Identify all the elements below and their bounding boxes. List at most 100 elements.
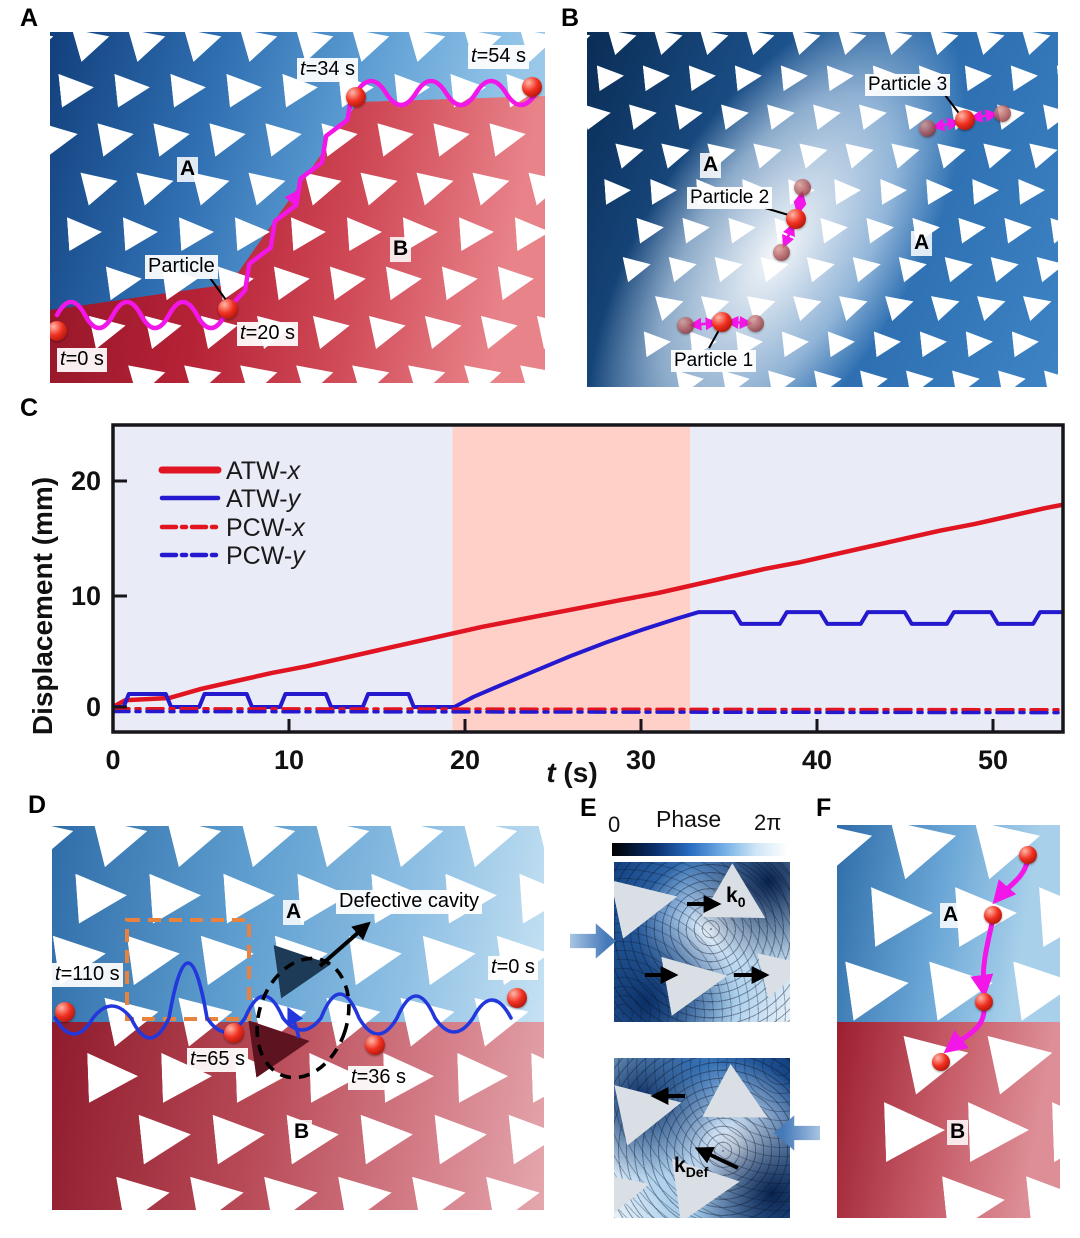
lattice-triangle	[330, 262, 368, 300]
lattice-triangle	[1043, 100, 1058, 130]
time-label-t36: t=36 s	[348, 1066, 410, 1090]
lattice-triangle	[201, 929, 257, 985]
lattice-triangle	[291, 215, 327, 251]
lattice-triangle	[767, 100, 797, 130]
svg-text:50: 50	[978, 745, 1008, 775]
lattice-triangle	[1011, 63, 1040, 92]
lattice-triangle	[1026, 1170, 1060, 1218]
particle-1-label: Particle 1	[671, 350, 757, 373]
lattice-triangle	[650, 177, 678, 205]
lattice-triangle	[450, 70, 487, 107]
lattice-triangle	[884, 1100, 946, 1162]
particle-marker	[218, 299, 238, 319]
particle-ghost-marker	[773, 244, 790, 261]
lattice-triangle	[715, 252, 746, 283]
lattice-triangle	[623, 252, 654, 283]
lattice-triangle	[509, 1110, 544, 1165]
phase-colorbar	[612, 843, 788, 856]
time-label-t65: t=65 s	[187, 1048, 249, 1072]
lattice-triangle	[241, 826, 302, 867]
lattice-triangle	[145, 309, 185, 349]
particle-1-marker	[712, 312, 732, 332]
lattice-triangle	[608, 32, 640, 55]
lattice-triangle	[352, 32, 394, 62]
lattice-triangle	[654, 32, 686, 55]
lattice-triangle	[240, 356, 282, 383]
lattice-triangle	[728, 214, 757, 243]
series-PCW-x	[113, 706, 1063, 712]
lattice-triangle	[1029, 137, 1058, 169]
lattice-triangle	[416, 164, 457, 205]
lattice-triangle	[942, 1170, 1008, 1218]
lattice-triangle	[481, 309, 521, 349]
lattice-triangle	[972, 177, 1000, 205]
legend-label: PCW-x	[226, 514, 306, 542]
lattice-triangle	[498, 262, 536, 300]
region-a-label: A	[940, 903, 962, 928]
region-a-label: A	[911, 231, 933, 256]
kdef-label: kDef	[674, 1154, 709, 1181]
region-a-label: A	[283, 900, 305, 925]
lattice-triangle	[845, 953, 913, 1021]
lattice-triangle	[347, 215, 383, 251]
lattice-triangle	[735, 63, 764, 92]
lattice-triangle	[67, 215, 103, 251]
lattice-triangle	[184, 32, 226, 62]
time-label-t20: t=20 s	[237, 322, 299, 346]
lattice-triangle	[937, 137, 969, 169]
lattice-triangle	[139, 1110, 194, 1165]
lattice-triangle	[149, 870, 202, 923]
lattice-triangle	[643, 63, 672, 92]
time-label-t0: t=0 s	[57, 348, 107, 372]
lattice-triangle	[838, 32, 870, 55]
colorbar-max-label: 2π	[754, 810, 782, 835]
lattice-triangle	[604, 177, 632, 205]
panel-e-letter: E	[580, 794, 597, 822]
lattice-triangle	[689, 63, 718, 92]
lattice-triangle	[537, 826, 544, 867]
panel-a-image: t=0 s t=20 s t=34 s t=54 s Particle A B	[50, 32, 545, 383]
legend-label: PCW-y	[226, 542, 306, 570]
lattice-triangle	[264, 1168, 322, 1210]
lattice-triangle	[828, 329, 857, 358]
lattice-triangle	[976, 32, 1008, 55]
lattice-triangle	[192, 164, 233, 205]
lattice-triangle	[629, 100, 659, 130]
lattice-triangle	[781, 63, 810, 92]
time-label-t110: t=110 s	[52, 963, 123, 987]
lattice-triangle	[880, 177, 908, 205]
lattice-triangle	[793, 289, 825, 321]
lattice-triangle	[265, 117, 304, 156]
lattice-triangle	[983, 137, 1015, 169]
region-b-label: B	[947, 1120, 969, 1145]
lattice-triangle	[486, 1168, 544, 1210]
lattice-triangle	[377, 117, 416, 156]
lattice-triangle	[871, 883, 935, 947]
lattice-triangle	[700, 32, 732, 55]
lattice-triangle	[93, 826, 154, 867]
lattice-triangle	[528, 164, 545, 205]
lattice-triangle	[675, 100, 705, 130]
svg-text:20: 20	[71, 466, 101, 496]
svg-text:10: 10	[274, 745, 304, 775]
particle-marker	[1019, 846, 1037, 864]
lattice-triangle	[792, 32, 824, 55]
lattice-triangle	[464, 356, 506, 383]
lattice-triangle	[394, 70, 431, 107]
lattice-triangle	[1050, 214, 1058, 243]
lattice-triangle	[906, 366, 936, 387]
legend-label: ATW-y	[226, 485, 302, 513]
svg-text:10: 10	[71, 581, 101, 611]
lattice-triangle	[463, 826, 524, 867]
lattice-triangle	[1057, 63, 1058, 92]
lattice-triangle	[97, 117, 136, 156]
lattice-triangle	[433, 117, 472, 156]
lattice-triangle	[661, 137, 693, 169]
lattice-triangle	[386, 262, 424, 300]
triangle-lattice	[837, 825, 1060, 1218]
lattice-triangle	[80, 164, 121, 205]
lattice-triangle	[235, 215, 271, 251]
lattice-triangle	[814, 366, 844, 387]
lattice-triangle	[931, 289, 963, 321]
lattice-triangle	[813, 100, 843, 130]
